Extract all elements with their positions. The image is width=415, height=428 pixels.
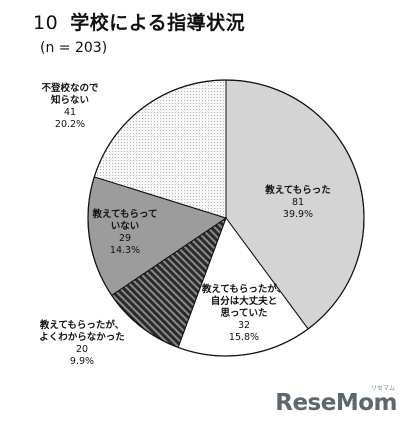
slice-count: 81	[292, 197, 304, 208]
slice-label-1: 教えてもらった 81 39.9%	[264, 184, 331, 220]
slice-percent: 9.9%	[70, 356, 94, 367]
slice-label-line: 教えてもらった	[264, 184, 331, 196]
sample-size-note: (n = 203)	[40, 40, 108, 56]
slice-label-line: 教えてもらったが、	[201, 283, 286, 295]
logo-text: ReseMom	[275, 390, 397, 416]
slice-count: 29	[119, 233, 131, 244]
slice-label-line: 知らない	[50, 94, 89, 106]
resemom-logo: ReseMom リセマム	[275, 385, 397, 416]
slice-label-3: 教えてもらったが、よくわからなかった 20 9.9%	[39, 319, 125, 367]
slice-label-2: 教えてもらったが、自分は大丈夫と思っていた 32 15.8%	[201, 283, 286, 343]
pie-labels: 教えてもらった 81 39.9%教えてもらったが、自分は大丈夫と思っていた 32 15.…	[39, 82, 331, 367]
slice-label-line: いない	[111, 221, 140, 232]
chart-number: 10	[33, 12, 59, 34]
slice-label-line: 教えてもらったが、	[39, 319, 124, 331]
slice-count: 32	[238, 320, 250, 331]
slice-label-line: 思っていた	[220, 308, 267, 319]
pie-outline	[87, 79, 365, 357]
chart-title: 10 学校による指導状況	[33, 8, 245, 35]
logo-kana: リセマム	[370, 385, 395, 392]
chart-title-text: 学校による指導状況	[70, 12, 246, 34]
slice-percent: 20.2%	[55, 119, 85, 130]
pie-slices	[87, 79, 365, 357]
slice-percent: 39.9%	[283, 209, 313, 220]
slice-label-4: 教えてもらっていない 29 14.3%	[91, 208, 157, 256]
slice-label-line: 自分は大丈夫と	[211, 295, 278, 307]
slice-label-line: 不登校なので	[41, 82, 99, 94]
slice-count: 41	[64, 107, 76, 118]
slice-label-line: よくわからなかった	[39, 332, 125, 343]
slice-label-line: 教えてもらって	[91, 208, 157, 220]
slice-label-5: 不登校なので知らない 41 20.2%	[41, 82, 99, 130]
slice-count: 20	[76, 344, 88, 355]
slice-percent: 15.8%	[229, 332, 259, 343]
slice-percent: 14.3%	[110, 245, 140, 256]
